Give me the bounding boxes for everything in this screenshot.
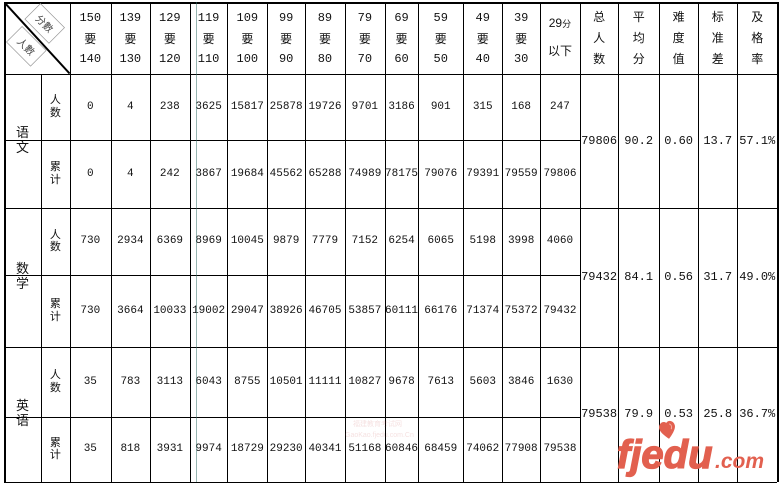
svg-text:.com: .com: [715, 450, 764, 473]
svg-text:fjedu: fjedu: [617, 433, 713, 477]
